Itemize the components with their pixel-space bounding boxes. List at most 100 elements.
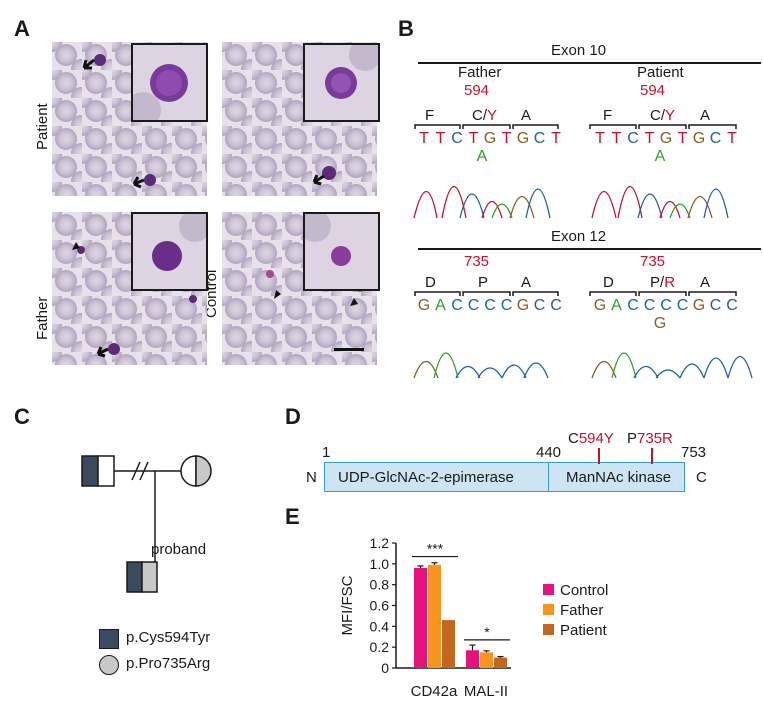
codon-p-left: P xyxy=(478,274,489,291)
y-tick-label: 1.0 xyxy=(370,556,390,572)
father-position: 594 xyxy=(464,82,490,99)
alt-base-patient: A xyxy=(654,148,666,165)
father-trace-label: Father xyxy=(458,64,502,81)
legend-swatch-patient xyxy=(543,624,554,635)
bar-father-mal-ii xyxy=(480,652,493,668)
base-letter: C xyxy=(676,297,689,314)
domain-end: 753 xyxy=(681,444,707,461)
y-tick-label: 0.6 xyxy=(370,598,390,614)
base-letter: T xyxy=(419,130,429,147)
proband-label: proband xyxy=(151,541,207,558)
mutation-marker-594 xyxy=(598,448,600,464)
y-tick-label: 0.8 xyxy=(370,577,390,593)
base-letter: C xyxy=(533,130,546,147)
mutation-c594y: C594Y xyxy=(568,430,614,447)
x-tick-label-mal-ii: MAL-II xyxy=(464,683,508,700)
base-letter: T xyxy=(677,130,688,147)
bar-father-cd42a xyxy=(428,564,441,668)
bar-patient-mal-ii xyxy=(494,657,507,668)
exon10-title: Exon 10 xyxy=(551,42,607,59)
mutation-marker-735 xyxy=(651,448,653,464)
legend-cys594tyr: p.Cys594Tyr xyxy=(126,629,211,646)
pedigree-mother-filled-half xyxy=(195,455,212,487)
bar-control-mal-ii xyxy=(466,650,479,668)
chromatogram-exon12 xyxy=(413,352,753,379)
mutation-p735r: P735R xyxy=(627,430,673,447)
codon-a-right: A xyxy=(700,274,711,291)
legend-control: Control xyxy=(560,582,609,599)
codon-c-father: C/Y xyxy=(472,107,498,124)
codon-a-patient: A xyxy=(700,107,711,124)
exon12-title: Exon 12 xyxy=(551,228,607,245)
bar-patient-cd42a xyxy=(442,620,455,668)
base-letter: C xyxy=(709,130,722,147)
codon-d-right: D xyxy=(603,274,614,291)
legend-swatch-father xyxy=(543,604,554,615)
base-letter: T xyxy=(435,130,446,147)
base-letter: G xyxy=(417,297,431,314)
domain-kinase xyxy=(548,462,685,492)
exon10-codon-brackets xyxy=(414,124,737,129)
base-letter: T xyxy=(644,130,655,147)
base-letter: C xyxy=(451,130,463,147)
n-terminus: N xyxy=(306,469,317,486)
panel-e-label: E xyxy=(285,504,300,529)
y-tick-label: 1.2 xyxy=(370,535,390,551)
domain-epimerase-label: UDP-GlcNAc-2-epimerase xyxy=(338,469,514,486)
base-letter: C xyxy=(726,297,738,314)
base-letter: C xyxy=(550,297,562,314)
patient-position: 594 xyxy=(640,82,666,99)
base-letter: C xyxy=(467,297,480,314)
y-tick-label: 0.2 xyxy=(370,639,390,655)
base-letter: G xyxy=(516,130,530,147)
y-tick-label: 0 xyxy=(381,660,389,676)
codon-a-father: A xyxy=(521,107,532,124)
panel-a-label: A xyxy=(14,16,30,41)
base-letter: C xyxy=(709,297,722,314)
y-axis-label: MFI/FSC xyxy=(339,575,356,635)
exon10-rule xyxy=(418,62,761,64)
patient-trace-label: Patient xyxy=(637,64,684,81)
bar-control-cd42a xyxy=(414,568,427,668)
codon-a-left: A xyxy=(521,274,532,291)
legend-father: Father xyxy=(560,602,604,619)
base-letter: T xyxy=(501,130,512,147)
legend-square-icon xyxy=(99,629,119,649)
inset-patient-left xyxy=(131,43,208,122)
base-letter: T xyxy=(611,130,622,147)
pedigree-mother-open-half xyxy=(180,455,197,487)
inset-patient-right xyxy=(303,43,380,122)
pedigree-father-open-half xyxy=(97,455,115,487)
legend-pro735arg: p.Pro735Arg xyxy=(126,655,211,672)
domain-kinase-label: ManNAc kinase xyxy=(566,469,672,486)
base-letter: G xyxy=(483,130,497,147)
base-letter: G xyxy=(659,130,673,147)
x-tick-label-cd42a: CD42a xyxy=(411,683,458,700)
base-letter: T xyxy=(727,130,737,147)
legend-patient: Patient xyxy=(560,622,607,639)
exon12-left-position: 735 xyxy=(464,253,490,270)
alt-base-exon12: G xyxy=(653,315,667,332)
panel-d-label: D xyxy=(285,404,301,429)
base-letter: C xyxy=(500,297,513,314)
row-label-father: Father xyxy=(34,296,51,340)
base-letter: A xyxy=(435,297,446,314)
base-letter: C xyxy=(533,297,546,314)
row-label-patient: Patient xyxy=(34,103,51,150)
base-letter: A xyxy=(611,297,622,314)
base-letter: G xyxy=(516,297,530,314)
domain-boundary: 440 xyxy=(536,444,562,461)
domain-epimerase xyxy=(324,462,549,492)
base-letter: T xyxy=(551,130,561,147)
pedigree-proband-left xyxy=(126,561,143,593)
significance-marker: *** xyxy=(427,541,444,557)
base-letter: G xyxy=(692,297,706,314)
inset-father xyxy=(131,212,208,291)
exon12-rule xyxy=(418,248,761,250)
base-letter: C xyxy=(643,297,656,314)
legend-circle-icon xyxy=(99,655,119,675)
pedigree-proband-right xyxy=(141,561,158,593)
codon-f-patient: F xyxy=(603,107,613,124)
base-letter: T xyxy=(595,130,605,147)
